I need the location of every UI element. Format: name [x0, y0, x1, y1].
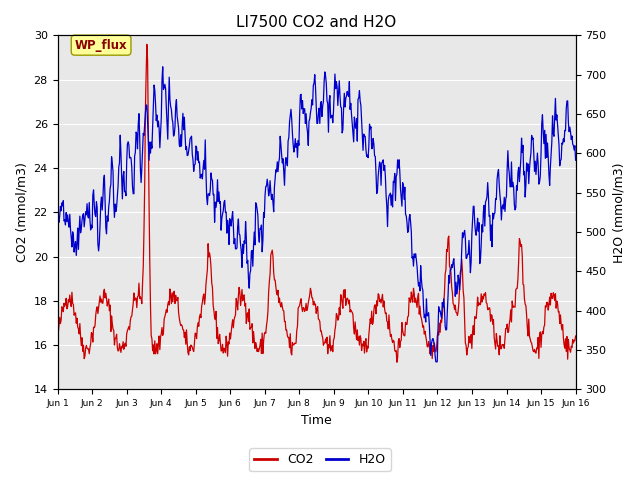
H2O — [54, 231, 61, 237]
H2O — [572, 157, 579, 163]
CO2 — [170, 289, 177, 295]
H2O — [432, 359, 440, 365]
CO2 — [197, 315, 205, 321]
Line: H2O: H2O — [58, 67, 575, 362]
Y-axis label: H2O (mmol/m3): H2O (mmol/m3) — [612, 162, 625, 263]
CO2 — [54, 330, 61, 336]
CO2 — [116, 345, 124, 350]
H2O — [396, 157, 403, 163]
H2O — [380, 168, 388, 173]
CO2 — [572, 333, 579, 339]
CO2 — [380, 298, 388, 304]
Text: WP_flux: WP_flux — [75, 39, 127, 52]
CO2 — [396, 345, 404, 350]
H2O — [197, 172, 205, 178]
CO2 — [143, 41, 150, 47]
H2O — [159, 64, 166, 70]
CO2 — [393, 360, 401, 365]
H2O — [170, 133, 177, 139]
Y-axis label: CO2 (mmol/m3): CO2 (mmol/m3) — [15, 162, 28, 262]
Legend: CO2, H2O: CO2, H2O — [250, 448, 390, 471]
Line: CO2: CO2 — [58, 44, 575, 362]
H2O — [116, 132, 124, 138]
CO2 — [63, 306, 71, 312]
X-axis label: Time: Time — [301, 414, 332, 427]
Title: LI7500 CO2 and H2O: LI7500 CO2 and H2O — [236, 15, 397, 30]
H2O — [63, 218, 71, 224]
